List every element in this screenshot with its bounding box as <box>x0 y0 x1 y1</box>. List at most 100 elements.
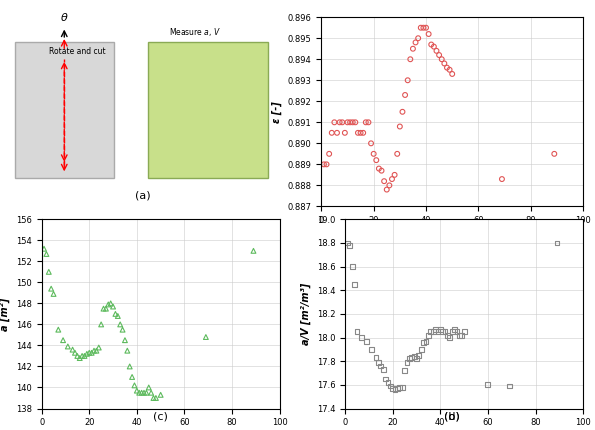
Point <box>432 47 441 54</box>
Y-axis label: ε [-]: ε [-] <box>272 101 282 123</box>
Point <box>94 344 104 351</box>
Point <box>330 119 339 126</box>
Point <box>421 338 431 344</box>
Point <box>421 24 431 31</box>
Point <box>426 328 436 335</box>
Point <box>434 52 444 58</box>
Point <box>405 355 414 362</box>
Text: (c): (c) <box>154 411 168 421</box>
Point <box>340 129 350 136</box>
Point <box>73 353 82 359</box>
Point <box>384 182 394 189</box>
Point <box>442 64 452 71</box>
X-axis label: θ [deg]: θ [deg] <box>433 230 472 241</box>
Point <box>322 161 331 168</box>
Point <box>63 343 73 350</box>
Point <box>358 129 368 136</box>
Point <box>139 389 149 396</box>
Point <box>337 119 347 126</box>
Point <box>377 167 386 174</box>
Point <box>450 326 459 333</box>
Point <box>367 346 376 353</box>
Point <box>142 389 151 396</box>
Point <box>345 242 355 249</box>
Point <box>408 45 418 52</box>
Point <box>383 379 393 386</box>
Y-axis label: a [m²]: a [m²] <box>0 297 10 331</box>
Point <box>447 71 457 77</box>
Point <box>87 349 96 356</box>
Point <box>123 347 132 354</box>
Point <box>156 391 165 398</box>
Point <box>403 77 412 84</box>
Point <box>369 150 378 157</box>
Point <box>75 355 84 362</box>
Point <box>327 129 337 136</box>
Point <box>324 150 334 157</box>
Point <box>345 119 355 126</box>
Point <box>550 150 559 157</box>
Point <box>343 240 352 246</box>
Point <box>99 305 108 312</box>
Point <box>436 326 445 333</box>
Point <box>357 334 367 341</box>
Point <box>457 332 466 338</box>
Point <box>407 354 416 361</box>
Point <box>388 385 397 392</box>
Point <box>445 66 455 73</box>
Point <box>92 347 101 354</box>
Bar <box>148 42 268 178</box>
Text: (b): (b) <box>444 411 460 421</box>
Point <box>378 366 388 373</box>
Point <box>115 321 125 328</box>
Point <box>367 140 376 147</box>
Point <box>132 387 142 394</box>
Point <box>416 346 426 353</box>
Point <box>319 161 328 168</box>
Point <box>352 328 362 335</box>
Point <box>459 328 469 335</box>
Text: Measure $a$, $V$: Measure $a$, $V$ <box>169 26 221 38</box>
Point <box>44 268 54 275</box>
Point <box>380 178 389 184</box>
Point <box>137 389 146 396</box>
Point <box>101 305 111 312</box>
Text: $\theta$: $\theta$ <box>60 11 68 23</box>
Point <box>455 332 464 338</box>
Text: (a): (a) <box>135 191 151 201</box>
Y-axis label: a/V [m²/m³]: a/V [m²/m³] <box>301 283 311 345</box>
Point <box>440 60 449 67</box>
Point <box>113 313 123 319</box>
Point <box>347 263 357 270</box>
Point <box>452 328 462 335</box>
Point <box>371 157 381 163</box>
Point <box>395 384 405 391</box>
Point <box>68 346 77 353</box>
Point <box>151 395 161 402</box>
Point <box>371 354 381 361</box>
Point <box>443 332 452 338</box>
Point <box>77 353 87 359</box>
Point <box>146 389 156 396</box>
Point <box>201 334 211 341</box>
Point <box>552 240 562 246</box>
Point <box>406 56 415 63</box>
Point <box>429 43 439 50</box>
Point <box>483 381 493 388</box>
Point <box>58 337 68 344</box>
Point <box>427 41 436 48</box>
Point <box>54 326 63 333</box>
Point <box>402 359 412 366</box>
Point <box>397 108 407 115</box>
Point <box>409 353 419 360</box>
Point <box>70 349 80 356</box>
Point <box>350 119 360 126</box>
Point <box>414 352 424 359</box>
Point <box>431 326 440 333</box>
Point <box>416 24 425 31</box>
Point <box>505 383 514 390</box>
Point <box>348 119 358 126</box>
Point <box>433 328 443 335</box>
Point <box>397 384 407 391</box>
Point <box>49 291 58 298</box>
